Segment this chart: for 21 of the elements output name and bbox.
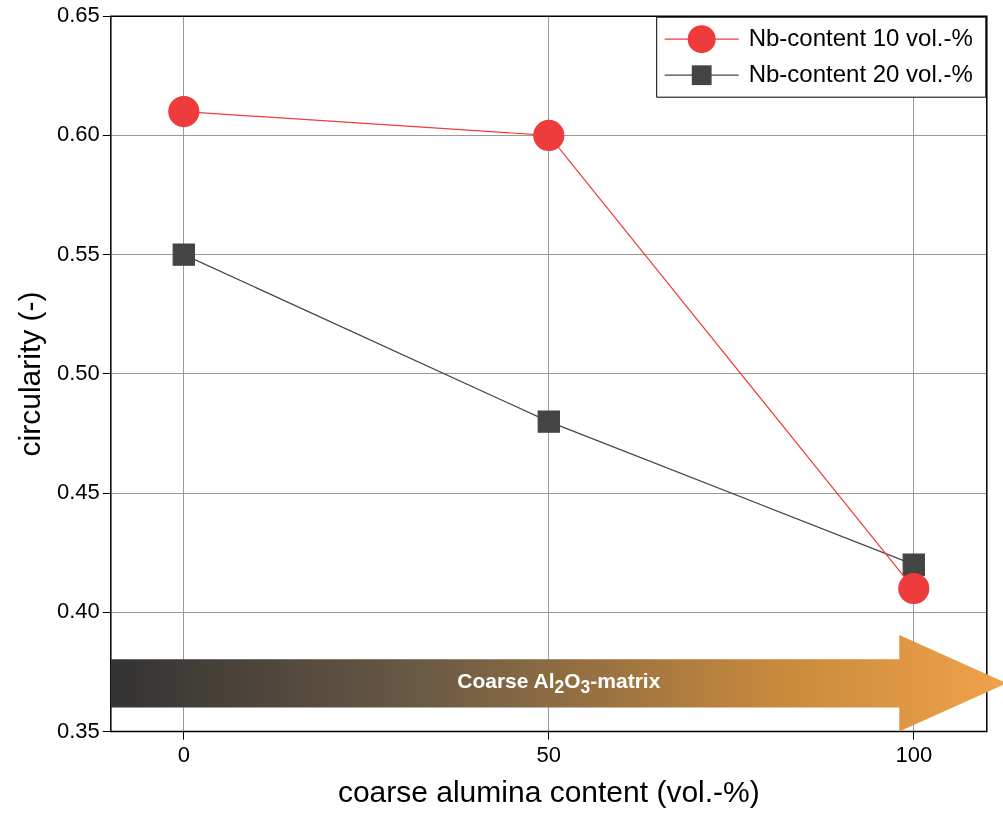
y-axis-title: circularity (-) bbox=[13, 291, 47, 457]
point bbox=[168, 95, 200, 128]
x-tick-label: 50 bbox=[536, 741, 562, 767]
y-tick-label: 0.35 bbox=[56, 717, 100, 743]
legend-label: Nb-content 20 vol.-% bbox=[748, 59, 973, 87]
y-tick-label: 0.65 bbox=[56, 2, 100, 28]
point bbox=[902, 553, 926, 576]
point bbox=[898, 572, 930, 605]
x-tick-label: 0 bbox=[177, 741, 190, 767]
point bbox=[537, 410, 561, 433]
legend-label: Nb-content 10 vol.-% bbox=[748, 23, 973, 51]
point bbox=[533, 119, 565, 152]
y-tick-label: 0.55 bbox=[56, 240, 100, 266]
x-axis-title: coarse alumina content (vol.-%) bbox=[337, 775, 760, 809]
x-tick-label: 100 bbox=[895, 741, 933, 767]
y-tick-label: 0.40 bbox=[56, 598, 100, 624]
y-tick-label: 0.60 bbox=[56, 121, 100, 147]
annotation: Coarse Al$_{2}$O$_{3}$-matrix bbox=[457, 668, 661, 698]
y-tick-label: 0.45 bbox=[56, 479, 100, 505]
y-tick-label: 0.50 bbox=[56, 359, 100, 385]
point bbox=[172, 243, 196, 266]
